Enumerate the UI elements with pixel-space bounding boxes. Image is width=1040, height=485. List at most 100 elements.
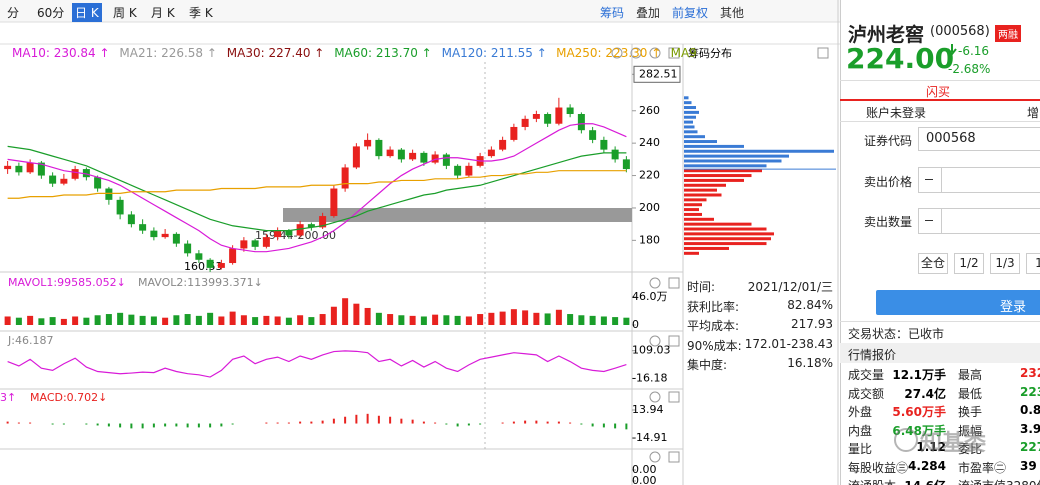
period-tab[interactable]: 60分 — [37, 6, 65, 20]
candle-body — [566, 107, 574, 114]
volume-bar — [499, 311, 506, 325]
login-button[interactable] — [876, 290, 1040, 315]
candle-body — [465, 165, 473, 176]
candle-body — [319, 216, 327, 228]
candle-body — [386, 149, 394, 157]
price-input[interactable] — [918, 167, 1040, 193]
candle-body — [60, 178, 68, 184]
quote-label: 成交量 — [848, 368, 885, 382]
volume-bar — [488, 312, 495, 325]
vol-label: MAVOL1:99585.052↓ — [8, 276, 126, 289]
tool[interactable]: 其他 — [720, 6, 745, 20]
y-tick-label: 109.03 — [632, 344, 671, 357]
volume-bar — [533, 312, 540, 325]
chip-info-label: 时间: — [687, 280, 716, 294]
qty-input[interactable] — [918, 208, 1040, 234]
volume-bar — [454, 315, 461, 325]
quote-label: 市盈率㊁ — [958, 460, 1007, 475]
chips-title: 筹码分布 — [688, 46, 732, 60]
quote-label: 最低 — [958, 386, 983, 401]
y-tick-label: 220 — [639, 169, 660, 182]
chip-info-value: 2021/12/01/三 — [747, 280, 833, 294]
quote-label: 委比 — [958, 442, 983, 456]
y-tick-label: 0 — [632, 318, 639, 331]
candle-body — [240, 240, 248, 249]
candle-body — [206, 259, 214, 268]
volume-bar — [522, 310, 529, 325]
stock-code: (000568) — [930, 24, 990, 39]
kdj-line — [7, 350, 627, 378]
volume-bar — [15, 317, 22, 325]
candle-body — [431, 154, 439, 163]
tool[interactable]: 筹码 — [600, 6, 625, 20]
pane-icons[interactable] — [611, 47, 829, 463]
quote-label: 流通股本 — [848, 477, 896, 485]
candle-body — [49, 175, 57, 184]
ma-line — [7, 145, 627, 232]
badge: 两融 — [995, 25, 1021, 42]
quote-label: 流通市值3280亿 — [958, 477, 1040, 485]
volume-bar — [443, 315, 450, 325]
code-label: 证券代码 — [864, 134, 913, 148]
tool[interactable]: 前复权 — [672, 6, 709, 20]
candle-body — [4, 165, 12, 170]
chip-bar — [684, 174, 752, 178]
login-text[interactable]: 登录 — [1000, 300, 1027, 315]
candle-body — [150, 230, 158, 238]
candle-body — [600, 139, 608, 150]
period-tab[interactable]: 日 K — [72, 3, 102, 22]
quick-buy[interactable]: 闪买 — [926, 85, 951, 99]
ratio-button[interactable]: 1/3 — [990, 253, 1020, 274]
chip-info-label: 90%成本: — [687, 338, 742, 353]
y-tick-label: 0.00 — [632, 474, 657, 485]
volume-bar — [4, 316, 11, 325]
candle-body — [127, 214, 135, 225]
ratio-button[interactable]: 1/ — [1026, 253, 1040, 274]
code-input[interactable] — [918, 127, 1040, 151]
chip-bar — [684, 164, 767, 168]
ratio-button[interactable]: 全仓 — [918, 253, 948, 274]
y-tick-label: 0.00 — [632, 463, 657, 476]
chip-bar — [684, 154, 789, 158]
volume-bar — [252, 317, 259, 325]
volume-bar — [207, 312, 214, 325]
volume-bar — [229, 311, 236, 325]
candle-body — [307, 224, 315, 228]
chip-bar — [684, 193, 722, 197]
account[interactable]: 账户未登录 — [866, 106, 927, 120]
add[interactable]: 增 — [1027, 106, 1040, 120]
volume-bar — [38, 318, 45, 325]
volume-bar — [589, 315, 596, 325]
ma-legend: MA9 — [670, 46, 697, 60]
volume-bar — [49, 317, 56, 325]
chip-info-label: 集中度: — [687, 358, 728, 372]
quote-label: 每股收益㊂ — [848, 460, 909, 475]
volume-bar — [600, 316, 607, 325]
period-tab[interactable]: 分 — [7, 6, 20, 20]
ma-legend: MA10: 230.84 ↑ — [12, 46, 110, 60]
candle-body — [442, 154, 450, 166]
quote-label: 最高 — [958, 368, 983, 382]
candle-body — [589, 130, 597, 140]
chip-bar — [684, 237, 771, 241]
candle-body — [71, 169, 79, 179]
candle-body — [116, 199, 124, 215]
quote-value: 232 — [1020, 366, 1040, 380]
chip-bar — [684, 115, 696, 119]
y-tick-label: -16.18 — [632, 371, 667, 384]
ratio-button[interactable]: 1/2 — [954, 253, 984, 274]
period-tab[interactable]: 周 K — [113, 6, 137, 20]
ma-legend: MA60: 213.70 ↑ — [334, 46, 432, 60]
candle-body — [544, 114, 552, 124]
volume-bar — [555, 309, 562, 325]
period-tab[interactable]: 月 K — [151, 6, 175, 20]
tool[interactable]: 叠加 — [636, 6, 661, 20]
candle-body — [611, 149, 619, 160]
y-tick-label: 282.51 — [639, 67, 678, 80]
chip-bar — [684, 120, 693, 124]
chart-area: 筹码分布 160.53 159.44-200.00 282.5126024022… — [0, 0, 840, 485]
candle-body — [184, 243, 192, 254]
period-tab[interactable]: 季 K — [189, 6, 213, 20]
chip-bar — [684, 178, 744, 182]
qty-label: 卖出数量 — [864, 215, 913, 229]
